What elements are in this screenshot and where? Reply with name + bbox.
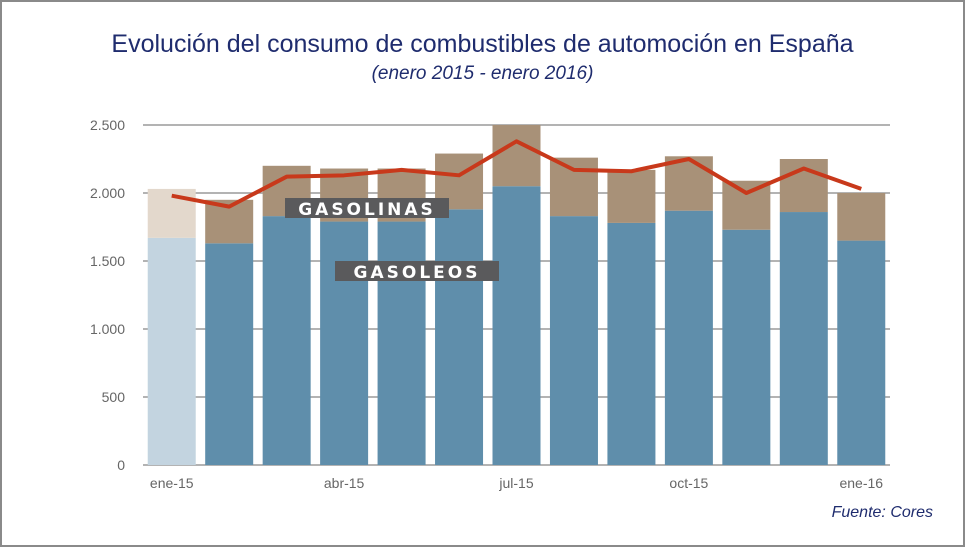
bar-gasoleos xyxy=(377,221,426,465)
series-label-gasoleos: GASOLEOS xyxy=(354,263,481,283)
series-label-gasolinas: GASOLINAS xyxy=(298,200,436,220)
bar-gasoleos xyxy=(664,210,713,465)
bar-gasoleos xyxy=(837,240,886,465)
chart-title: Evolución del consumo de combustibles de… xyxy=(111,30,854,58)
source-note: Fuente: Cores xyxy=(831,504,933,521)
x-tick-label: jul-15 xyxy=(498,475,533,491)
bar-gasoleos xyxy=(722,229,771,465)
x-tick-label: ene-15 xyxy=(150,475,194,491)
x-tick-label: abr-15 xyxy=(324,475,365,491)
bar-gasoleos xyxy=(262,216,311,465)
bar-gasolinas xyxy=(549,157,598,217)
bar-gasolinas xyxy=(492,125,541,187)
bar-gasoleos xyxy=(320,221,369,465)
y-tick-label: 1.000 xyxy=(90,321,125,337)
y-tick-label: 500 xyxy=(102,389,126,405)
bar-gasoleos xyxy=(607,222,656,465)
x-tick-label: ene-16 xyxy=(839,475,883,491)
y-tick-label: 0 xyxy=(117,457,125,473)
bar-gasoleos xyxy=(205,243,254,465)
label-box-gasoleos xyxy=(335,261,499,281)
bar-gasolinas xyxy=(664,156,713,211)
y-tick-label: 2.500 xyxy=(90,117,125,133)
bar-gasolinas xyxy=(607,169,656,223)
bar-gasoleos xyxy=(147,237,196,465)
bar-gasolinas xyxy=(722,180,771,230)
label-box-gasolinas xyxy=(285,198,449,218)
bar-gasolinas xyxy=(837,193,886,241)
bar-gasoleos xyxy=(549,216,598,465)
bar-gasoleos xyxy=(435,209,484,465)
bar-gasoleos xyxy=(492,186,541,465)
chart-subtitle: (enero 2015 - enero 2016) xyxy=(371,63,594,84)
y-tick-label: 1.500 xyxy=(90,253,125,269)
y-tick-label: 2.000 xyxy=(90,185,125,201)
x-tick-label: oct-15 xyxy=(669,475,708,491)
bar-gasoleos xyxy=(779,212,828,465)
